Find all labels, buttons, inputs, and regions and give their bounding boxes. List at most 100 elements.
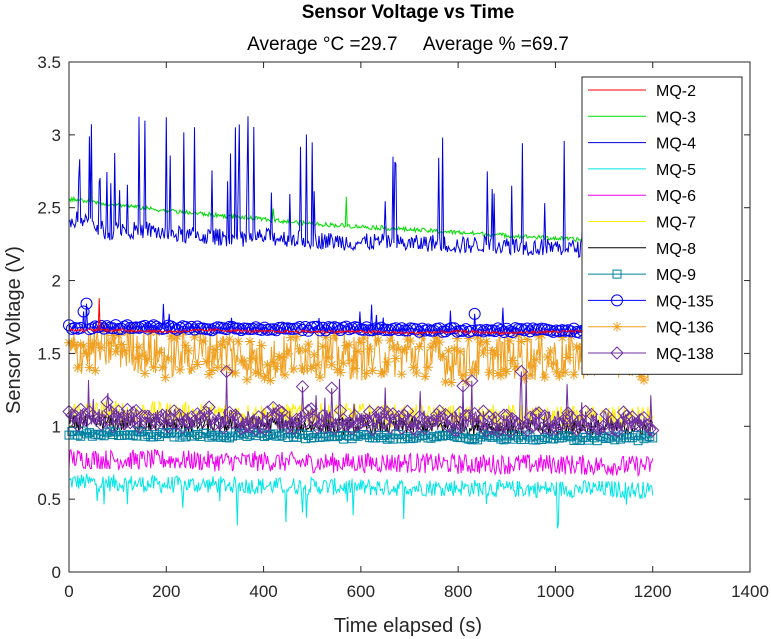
marker-mq-136	[498, 364, 509, 375]
marker-mq-136	[350, 363, 361, 374]
marker-mq-138	[359, 413, 374, 427]
marker-mq-9	[382, 434, 392, 444]
marker-mq-9	[449, 431, 459, 441]
marker-mq-9	[493, 432, 503, 442]
marker-mq-135	[141, 322, 154, 335]
marker-mq-136	[294, 343, 305, 354]
marker-mq-135	[77, 305, 90, 318]
marker-mq-138	[252, 410, 266, 424]
marker-mq-138	[526, 419, 540, 433]
marker-mq-9	[476, 432, 486, 442]
marker-mq-9	[82, 429, 92, 439]
series-mq-138	[62, 364, 660, 439]
marker-mq-135	[494, 323, 507, 336]
marker-mq-9	[551, 430, 561, 440]
marker-mq-9	[341, 430, 351, 440]
marker-mq-136	[90, 365, 101, 376]
marker-mq-138	[234, 421, 248, 436]
legend-marker-mq-136	[612, 321, 622, 332]
marker-mq-9	[204, 432, 214, 442]
marker-mq-136	[548, 358, 559, 369]
marker-mq-9	[268, 429, 278, 439]
marker-mq-136	[306, 363, 317, 374]
legend-label-mq-135: MQ-135	[656, 293, 714, 310]
x-axis-label: Time elapsed (s)	[334, 615, 482, 637]
marker-mq-135	[223, 320, 236, 333]
series-line-mq-5	[68, 473, 654, 529]
marker-mq-138	[473, 414, 488, 428]
marker-mq-136	[253, 368, 264, 379]
marker-mq-138	[482, 409, 496, 424]
marker-mq-138	[602, 422, 616, 437]
legend-entry-mq-9: MQ-9	[588, 267, 696, 284]
marker-mq-138	[246, 415, 260, 429]
marker-mq-136	[180, 340, 191, 351]
legend-box	[581, 76, 743, 375]
marker-mq-136	[110, 346, 121, 357]
marker-mq-138	[435, 410, 450, 425]
marker-mq-138	[412, 410, 426, 424]
marker-mq-136	[408, 362, 419, 373]
marker-mq-135	[115, 322, 128, 335]
legend-entry-mq-3: MQ-3	[588, 109, 696, 126]
marker-mq-135	[392, 324, 405, 337]
marker-mq-9	[152, 430, 162, 440]
marker-mq-135	[492, 322, 505, 335]
marker-mq-9	[289, 432, 299, 442]
marker-mq-138	[520, 423, 534, 438]
marker-mq-135	[179, 320, 192, 333]
marker-mq-138	[138, 409, 152, 424]
marker-mq-136	[134, 342, 145, 353]
marker-mq-9	[216, 432, 226, 442]
marker-mq-135	[74, 321, 87, 334]
marker-mq-9	[149, 432, 159, 442]
marker-mq-9	[563, 431, 573, 441]
chart-subtitle: Average °C =29.7 Average % =69.7	[247, 34, 569, 55]
legend-entry-mq-135: MQ-135	[588, 293, 714, 310]
marker-mq-135	[249, 321, 262, 334]
y-tick-label: 2.5	[37, 199, 61, 218]
x-tick-label: 400	[249, 582, 277, 601]
marker-mq-9	[210, 430, 220, 440]
marker-mq-138	[465, 374, 479, 388]
marker-mq-138	[190, 407, 205, 421]
marker-mq-135	[264, 323, 277, 336]
marker-mq-136	[230, 368, 241, 379]
marker-mq-138	[202, 400, 216, 414]
marker-mq-138	[73, 402, 88, 417]
marker-mq-135	[273, 321, 286, 334]
legend-entry-mq-8: MQ-8	[588, 241, 696, 258]
marker-mq-138	[304, 402, 318, 416]
marker-mq-138	[345, 421, 359, 436]
marker-mq-135	[313, 324, 326, 337]
marker-mq-138	[406, 421, 421, 436]
marker-mq-138	[316, 409, 330, 423]
legend-entry-mq-7: MQ-7	[588, 215, 696, 232]
marker-mq-9	[627, 433, 637, 443]
marker-mq-136	[250, 367, 261, 378]
marker-mq-136	[154, 347, 165, 358]
marker-mq-138	[646, 423, 660, 438]
marker-mq-9	[470, 434, 480, 444]
marker-mq-135	[518, 324, 531, 337]
marker-mq-136	[530, 354, 541, 365]
marker-mq-135	[165, 320, 178, 333]
marker-mq-135	[80, 297, 93, 310]
marker-mq-136	[411, 367, 422, 378]
marker-mq-9	[481, 432, 491, 442]
y-axis-ticks: 0 0.5 1 1.5 2 2.5 3 3.5	[37, 53, 750, 582]
marker-mq-9	[362, 430, 372, 440]
marker-mq-136	[256, 340, 267, 351]
marker-mq-136	[212, 362, 223, 373]
marker-mq-136	[347, 355, 358, 366]
marker-mq-138	[275, 405, 289, 419]
marker-mq-138	[173, 408, 187, 422]
marker-mq-136	[422, 362, 433, 373]
marker-mq-138	[216, 420, 231, 435]
marker-mq-136	[358, 332, 369, 343]
marker-mq-138	[237, 420, 251, 434]
marker-mq-138	[529, 407, 543, 421]
marker-mq-136	[119, 345, 130, 356]
marker-mq-9	[125, 430, 135, 440]
x-tick-label: 1400	[731, 582, 769, 601]
